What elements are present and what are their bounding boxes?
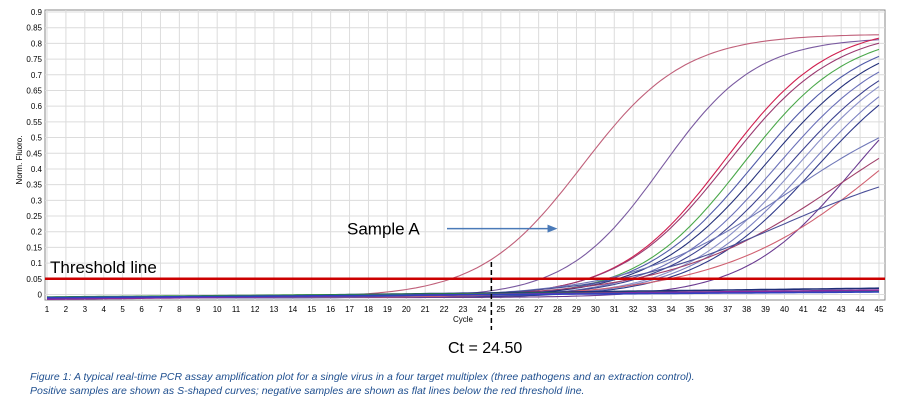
x-tick-label: 25 xyxy=(496,305,505,314)
x-tick-label: 32 xyxy=(629,305,638,314)
x-tick-label: 27 xyxy=(534,305,543,314)
caption-line-1: Figure 1: A typical real-time PCR assay … xyxy=(30,371,695,383)
x-tick-label: 22 xyxy=(440,305,449,314)
x-tick-label: 24 xyxy=(477,305,486,314)
y-tick-label: 0.65 xyxy=(26,86,42,95)
y-tick-label: 0.15 xyxy=(26,243,42,252)
x-tick-label: 18 xyxy=(364,305,373,314)
x-tick-label: 33 xyxy=(648,305,657,314)
x-tick-label: 7 xyxy=(158,305,163,314)
x-tick-label: 35 xyxy=(685,305,694,314)
x-tick-label: 26 xyxy=(515,305,524,314)
y-tick-label: 0.7 xyxy=(31,71,43,80)
x-tick-label: 40 xyxy=(780,305,789,314)
x-tick-labels: 1 2 3 4 5 6 7 8 9 10 11 12 13 14 15 16 17 18 19 20 21 22 23 24 2… xyxy=(45,305,884,314)
x-tick-label: 4 xyxy=(102,305,107,314)
x-tick-label: 34 xyxy=(667,305,676,314)
y-tick-label: 0.6 xyxy=(31,102,43,111)
gridlines xyxy=(45,10,885,300)
y-tick-label: 0.35 xyxy=(26,181,42,190)
y-tick-label: 0.25 xyxy=(26,212,42,221)
x-tick-label: 21 xyxy=(421,305,430,314)
x-tick-label: 39 xyxy=(761,305,770,314)
x-tick-label: 3 xyxy=(83,305,88,314)
x-tick-label: 38 xyxy=(742,305,751,314)
x-tick-label: 43 xyxy=(837,305,846,314)
x-tick-label: 2 xyxy=(64,305,69,314)
x-tick-label: 30 xyxy=(591,305,600,314)
x-axis-title: Cycle xyxy=(453,315,474,324)
x-tick-label: 6 xyxy=(139,305,144,314)
threshold-label: Threshold line xyxy=(50,258,157,277)
y-tick-label: 0.55 xyxy=(26,118,42,127)
y-tick-label: 0.5 xyxy=(31,134,43,143)
y-tick-label: 0.8 xyxy=(31,39,43,48)
x-tick-label: 23 xyxy=(459,305,468,314)
x-tick-label: 5 xyxy=(120,305,125,314)
amplification-curves xyxy=(46,34,880,301)
sample-a-label: Sample A xyxy=(347,220,420,239)
x-tick-label: 8 xyxy=(177,305,182,314)
y-tick-label: 0.85 xyxy=(26,24,42,33)
figure-caption: Figure 1: A typical real-time PCR assay … xyxy=(30,370,890,398)
y-tick-label: 0.45 xyxy=(26,149,42,158)
y-tick-label: 0.2 xyxy=(31,228,43,237)
y-tick-labels: 0 0.05 0.1 0.15 0.2 0.25 0.3 0.35 0.4 0.45 0.5 0.55… xyxy=(26,8,42,300)
x-tick-label: 36 xyxy=(704,305,713,314)
x-tick-label: 16 xyxy=(326,305,335,314)
y-tick-label: 0 xyxy=(38,291,43,300)
x-tick-label: 10 xyxy=(213,305,222,314)
y-tick-label: 0.9 xyxy=(31,8,43,17)
x-tick-label: 45 xyxy=(875,305,884,314)
arrow-head-icon xyxy=(547,224,558,233)
x-tick-label: 13 xyxy=(269,305,278,314)
y-tick-label: 0.05 xyxy=(26,275,42,284)
y-tick-label: 0.3 xyxy=(31,196,43,205)
x-tick-label: 42 xyxy=(818,305,827,314)
x-tick-label: 15 xyxy=(307,305,316,314)
x-tick-label: 17 xyxy=(345,305,354,314)
y-tick-label: 0.75 xyxy=(26,55,42,64)
y-axis-title: Norm. Fluoro. xyxy=(15,136,24,185)
x-tick-label: 11 xyxy=(232,305,241,314)
series-line-negative-4 xyxy=(47,291,879,299)
x-tick-label: 1 xyxy=(45,305,50,314)
plot-area xyxy=(44,9,886,301)
amplification-chart: 0 0.05 0.1 0.15 0.2 0.25 0.3 0.35 0.4 0.45 0.5 0.55… xyxy=(15,8,886,330)
ct-value-label: Ct = 24.50 xyxy=(448,340,523,357)
x-tick-label: 28 xyxy=(553,305,562,314)
x-tick-label: 29 xyxy=(572,305,581,314)
x-tick-label: 44 xyxy=(856,305,865,314)
x-tick-label: 41 xyxy=(799,305,808,314)
x-tick-label: 19 xyxy=(383,305,392,314)
x-tick-label: 20 xyxy=(402,305,411,314)
y-tick-label: 0.4 xyxy=(31,165,43,174)
x-tick-label: 9 xyxy=(196,305,201,314)
y-tick-label: 0.1 xyxy=(31,259,43,268)
x-tick-label: 12 xyxy=(251,305,260,314)
caption-line-2: Positive samples are shown as S-shaped c… xyxy=(30,385,585,397)
x-tick-label: 37 xyxy=(723,305,732,314)
x-tick-label: 31 xyxy=(610,305,619,314)
x-tick-label: 14 xyxy=(288,305,297,314)
